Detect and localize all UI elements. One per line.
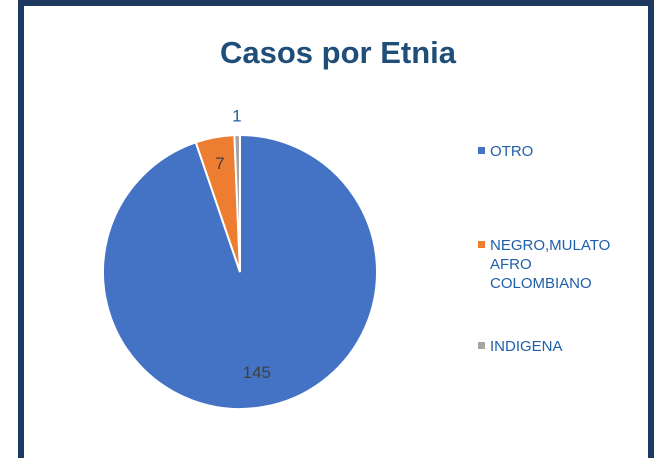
data-label: 145 [243,363,271,382]
data-label: 7 [215,154,224,173]
legend-swatch [478,241,485,248]
legend-item: INDIGENA [478,337,620,356]
legend-item: NEGRO,MULATO AFRO COLOMBIANO [478,236,620,293]
legend-label: INDIGENA [490,338,563,355]
legend-swatch [478,147,485,154]
chart-title: Casos por Etnia [220,35,457,70]
pie-slice [233,133,241,273]
legend-item: OTRO [478,142,620,161]
frame [18,0,654,458]
legend-swatch [478,342,485,349]
data-label: 1 [232,107,241,126]
legend-label: OTRO [490,143,534,160]
legend-label: NEGRO,MULATO AFRO COLOMBIANO [490,237,611,292]
